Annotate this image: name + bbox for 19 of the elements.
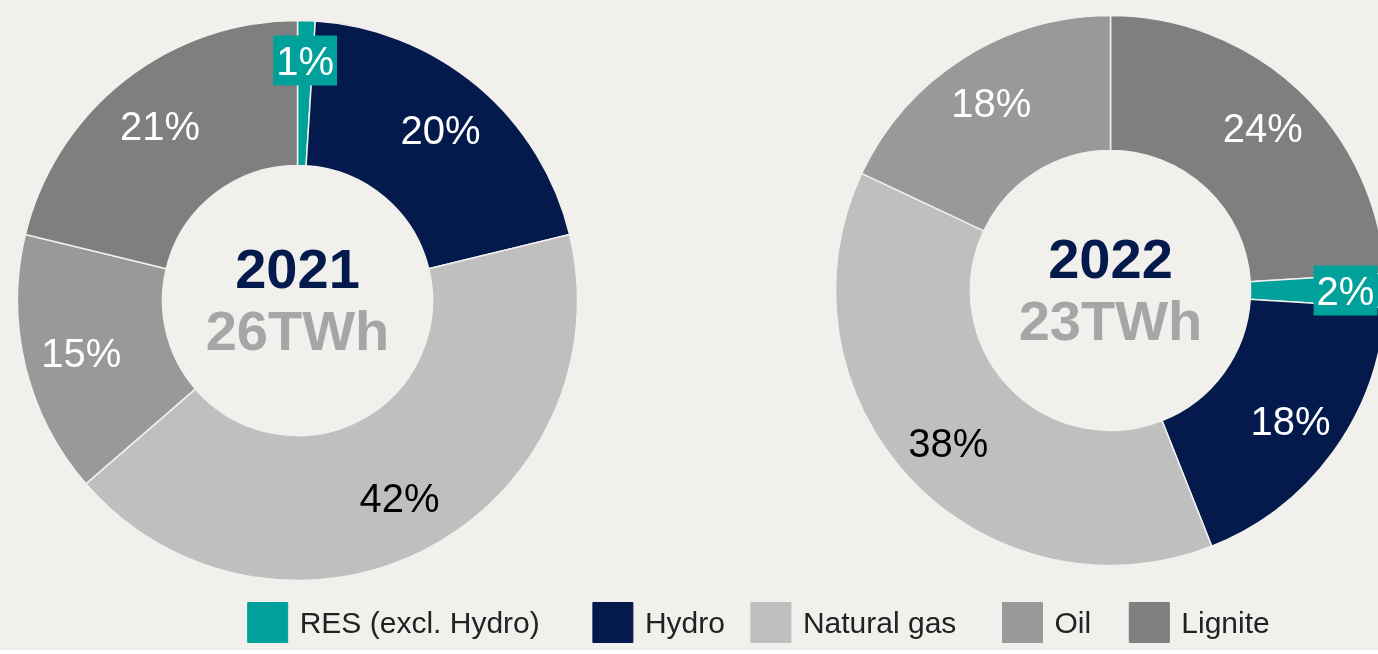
legend-label: RES (excl. Hydro) (299, 606, 540, 639)
data-label: 15% (41, 330, 122, 375)
legend-label: Natural gas (802, 606, 957, 639)
legend-label: Lignite (1181, 606, 1270, 639)
data-label: 20% (400, 108, 481, 153)
text: 23TWh (1018, 289, 1203, 352)
data-label: 1% (276, 38, 335, 83)
legend-label: Oil (1054, 606, 1092, 639)
data-label: 18% (951, 80, 1032, 125)
data-label: 24% (1222, 106, 1303, 151)
data-label: 42% (359, 476, 440, 521)
data-label: 18% (1250, 399, 1331, 444)
text: 2021 (235, 236, 360, 300)
data-label: 2% (1316, 268, 1375, 313)
data-label: 38% (908, 420, 989, 465)
text: 2022 (1048, 226, 1173, 290)
data-label: 21% (119, 103, 200, 148)
legend-label: Hydro (644, 606, 725, 639)
text: 26TWh (205, 299, 390, 362)
